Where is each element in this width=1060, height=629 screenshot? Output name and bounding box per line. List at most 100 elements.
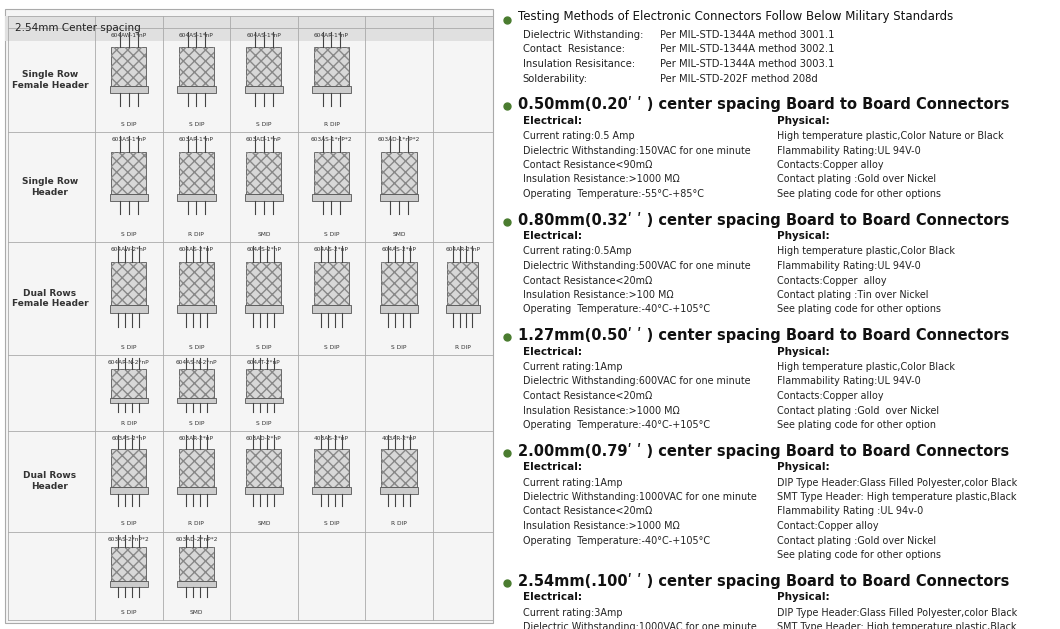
Bar bbox=[109, 194, 148, 201]
Bar bbox=[314, 152, 349, 194]
Bar bbox=[111, 262, 146, 305]
Text: SMD: SMD bbox=[392, 232, 406, 237]
Bar bbox=[382, 152, 417, 194]
Text: R DIP: R DIP bbox=[189, 521, 205, 526]
Text: Insulation Resistance:>1000 MΩ: Insulation Resistance:>1000 MΩ bbox=[523, 521, 679, 531]
Text: 604AS-2*nP: 604AS-2*nP bbox=[382, 247, 417, 252]
Text: S DIP: S DIP bbox=[257, 421, 271, 426]
Text: 604AW-2*nP: 604AW-2*nP bbox=[110, 247, 147, 252]
Bar bbox=[245, 194, 283, 201]
Text: Dielectric Withstanding:: Dielectric Withstanding: bbox=[523, 30, 643, 40]
Bar bbox=[179, 448, 214, 487]
Text: 603AD-1*nP: 603AD-1*nP bbox=[246, 137, 282, 142]
Bar bbox=[177, 305, 215, 313]
Text: Physical:: Physical: bbox=[777, 462, 830, 472]
Bar bbox=[246, 47, 282, 86]
Text: 603AD-2*nP: 603AD-2*nP bbox=[246, 436, 282, 441]
Bar bbox=[5, 16, 493, 41]
Text: Contacts:Copper alloy: Contacts:Copper alloy bbox=[777, 160, 884, 170]
Text: Testing Methods of Electronic Connectors Follow Below Military Standards: Testing Methods of Electronic Connectors… bbox=[518, 10, 954, 23]
Text: Dielectric Withstanding:600VAC for one minute: Dielectric Withstanding:600VAC for one m… bbox=[523, 377, 750, 386]
Bar bbox=[245, 305, 283, 313]
Text: DIP Type Header:Glass Filled Polyester,color Black: DIP Type Header:Glass Filled Polyester,c… bbox=[777, 477, 1018, 487]
Bar bbox=[177, 487, 215, 494]
Text: SMD: SMD bbox=[258, 521, 270, 526]
Text: Single Row
Header: Single Row Header bbox=[22, 177, 78, 197]
Text: Contact plating :Tin over Nickel: Contact plating :Tin over Nickel bbox=[777, 290, 929, 300]
Bar bbox=[314, 262, 349, 305]
Text: SMT Type Header: High temperature plastic,Black: SMT Type Header: High temperature plasti… bbox=[777, 492, 1017, 502]
Text: S DIP: S DIP bbox=[121, 610, 137, 615]
Bar bbox=[177, 194, 215, 201]
Bar bbox=[179, 47, 214, 86]
Bar bbox=[312, 487, 351, 494]
Bar bbox=[382, 448, 417, 487]
Bar bbox=[246, 47, 282, 86]
Bar bbox=[245, 86, 283, 94]
Text: Per MIL-STD-202F method 208d: Per MIL-STD-202F method 208d bbox=[659, 74, 817, 84]
Bar bbox=[312, 305, 351, 313]
Text: 604AW-1*nP: 604AW-1*nP bbox=[110, 33, 147, 38]
Text: Electrical:: Electrical: bbox=[523, 347, 582, 357]
Text: 403AS-2*nP: 403AS-2*nP bbox=[314, 436, 349, 441]
Text: S DIP: S DIP bbox=[121, 122, 137, 127]
Bar bbox=[314, 448, 349, 487]
Text: S DIP: S DIP bbox=[121, 232, 137, 237]
Text: Current rating:0.5 Amp: Current rating:0.5 Amp bbox=[523, 131, 634, 141]
Text: 604AS-2*nP: 604AS-2*nP bbox=[179, 247, 214, 252]
Text: Physical:: Physical: bbox=[777, 593, 830, 603]
Text: Insulation Resisitance:: Insulation Resisitance: bbox=[523, 59, 635, 69]
Text: See plating code for other options: See plating code for other options bbox=[777, 189, 941, 199]
Text: Single Row
Female Header: Single Row Female Header bbox=[12, 70, 88, 90]
Text: Insulation Resistance:>1000 MΩ: Insulation Resistance:>1000 MΩ bbox=[523, 174, 679, 184]
Text: 1.27mm(0.50ʹ ʹ ) center spacing Board to Board Connectors: 1.27mm(0.50ʹ ʹ ) center spacing Board to… bbox=[518, 327, 1009, 343]
Bar bbox=[314, 47, 349, 86]
Text: 603AS-1*nP: 603AS-1*nP bbox=[111, 137, 146, 142]
Text: 603AD-2*nP*2: 603AD-2*nP*2 bbox=[175, 537, 217, 542]
Bar bbox=[179, 47, 214, 86]
Text: 2.54mm Center spacing: 2.54mm Center spacing bbox=[15, 23, 141, 33]
Bar bbox=[179, 369, 214, 398]
Bar bbox=[111, 448, 146, 487]
Text: Contact Resistance<20mΩ: Contact Resistance<20mΩ bbox=[523, 506, 652, 516]
Text: Operating  Temperature:-40°C-+105°C: Operating Temperature:-40°C-+105°C bbox=[523, 304, 710, 314]
Bar bbox=[111, 152, 146, 194]
Text: R DIP: R DIP bbox=[121, 421, 137, 426]
Bar bbox=[246, 448, 282, 487]
Bar bbox=[111, 47, 146, 86]
Text: Contacts:Copper alloy: Contacts:Copper alloy bbox=[777, 391, 884, 401]
Bar bbox=[379, 194, 419, 201]
Text: Dielectric Withstanding:1000VAC for one minute: Dielectric Withstanding:1000VAC for one … bbox=[523, 492, 757, 502]
Text: Dielectric Withstanding:1000VAC for one minute: Dielectric Withstanding:1000VAC for one … bbox=[523, 622, 757, 629]
Text: R DIP: R DIP bbox=[189, 232, 205, 237]
Text: 603AR-2*nP: 603AR-2*nP bbox=[179, 436, 214, 441]
Bar bbox=[382, 152, 417, 194]
Text: SMD: SMD bbox=[190, 610, 204, 615]
Bar bbox=[246, 152, 282, 194]
Text: 2.54mm(.100ʹ ʹ ) center spacing Board to Board Connectors: 2.54mm(.100ʹ ʹ ) center spacing Board to… bbox=[518, 572, 1009, 589]
Text: High temperature plastic,Color Black: High temperature plastic,Color Black bbox=[777, 362, 955, 372]
Bar bbox=[245, 487, 283, 494]
Bar bbox=[312, 194, 351, 201]
Bar bbox=[109, 398, 148, 403]
Text: DIP Type Header:Glass Filled Polyester,color Black: DIP Type Header:Glass Filled Polyester,c… bbox=[777, 608, 1018, 618]
Text: Insulation Resistance:>100 MΩ: Insulation Resistance:>100 MΩ bbox=[523, 290, 673, 300]
Bar bbox=[447, 262, 478, 305]
Bar bbox=[109, 305, 148, 313]
Bar bbox=[179, 152, 214, 194]
Text: Dielectric Withstanding:150VAC for one minute: Dielectric Withstanding:150VAC for one m… bbox=[523, 145, 750, 155]
Text: Dual Rows
Female Header: Dual Rows Female Header bbox=[12, 289, 88, 308]
Bar bbox=[109, 581, 148, 587]
Text: S DIP: S DIP bbox=[257, 345, 271, 350]
Text: 604AS-2*nP: 604AS-2*nP bbox=[246, 247, 281, 252]
Text: Flammability Rating:UL 94V-0: Flammability Rating:UL 94V-0 bbox=[777, 377, 921, 386]
Text: 603AS-1*nP*2: 603AS-1*nP*2 bbox=[311, 137, 352, 142]
Text: See plating code for other options: See plating code for other options bbox=[777, 550, 941, 560]
Bar bbox=[312, 86, 351, 94]
Bar bbox=[179, 369, 214, 398]
Text: SMD: SMD bbox=[258, 232, 270, 237]
Text: Dielectric Withstanding:500VAC for one minute: Dielectric Withstanding:500VAC for one m… bbox=[523, 261, 750, 271]
Text: See plating code for other options: See plating code for other options bbox=[777, 304, 941, 314]
Text: Contact  Resistance:: Contact Resistance: bbox=[523, 45, 624, 55]
Text: Contact:Copper alloy: Contact:Copper alloy bbox=[777, 521, 879, 531]
